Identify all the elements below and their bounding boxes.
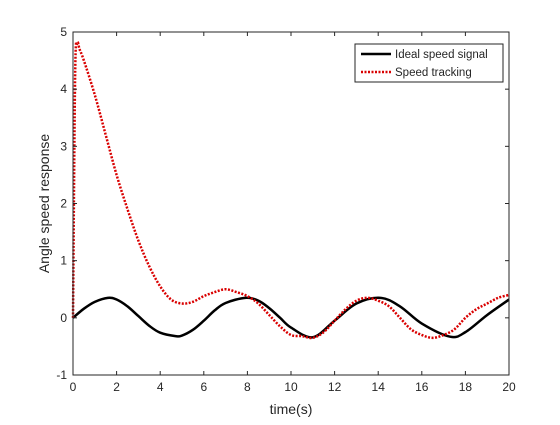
x-tick-label: 10	[284, 380, 298, 394]
legend: Ideal speed signal Speed tracking	[354, 43, 504, 83]
y-tick-label: 0	[60, 311, 67, 325]
legend-box	[354, 43, 504, 83]
plot-area	[73, 32, 509, 375]
x-tick-label: 6	[200, 380, 207, 394]
series-layer	[71, 40, 510, 340]
legend-label-ideal: Ideal speed signal	[395, 49, 488, 61]
y-axis-label: Angle speed response	[36, 134, 52, 274]
x-tick-label: 12	[328, 380, 342, 394]
x-tick-label: 0	[70, 380, 77, 394]
x-tick-label: 14	[372, 380, 386, 394]
x-axis-label: time(s)	[270, 401, 313, 417]
y-tick-label: 2	[60, 197, 67, 211]
y-tick-label: 3	[60, 139, 67, 153]
x-tick-label: 18	[459, 380, 473, 394]
series-line-ideal	[72, 296, 510, 339]
y-tick-label: 5	[60, 25, 67, 39]
x-tick-label: 20	[502, 380, 516, 394]
y-tick-label: 1	[60, 254, 67, 268]
y-tick-label: 4	[60, 82, 67, 96]
y-tick-label: -1	[56, 368, 67, 382]
x-tick-label: 16	[415, 380, 429, 394]
x-tick-label: 2	[113, 380, 120, 394]
legend-label-tracking: Speed tracking	[395, 67, 472, 79]
x-tick-label: 4	[157, 380, 164, 394]
x-tick-label: 8	[244, 380, 251, 394]
series-line-tracking	[71, 40, 510, 340]
